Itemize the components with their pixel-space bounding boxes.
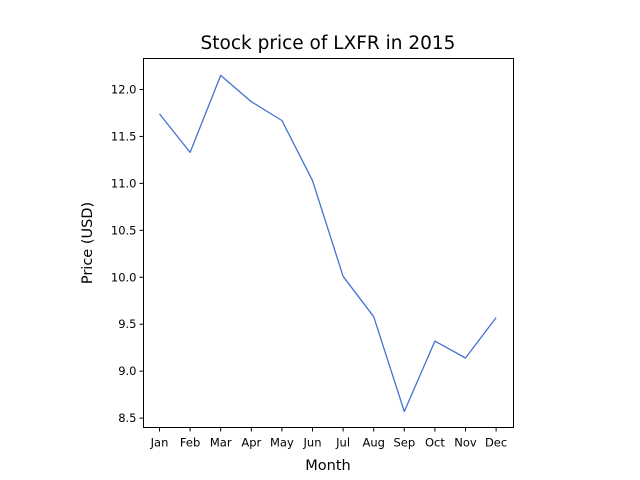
x-tick-label: Jul bbox=[335, 436, 350, 450]
y-tick-label: 10.5 bbox=[111, 223, 137, 237]
x-tick-label: Sep bbox=[393, 436, 415, 450]
y-tick-label: 8.5 bbox=[118, 411, 136, 425]
x-tick-label: Oct bbox=[425, 436, 445, 450]
x-tick-label: May bbox=[270, 436, 294, 450]
x-tick-label: Dec bbox=[485, 436, 507, 450]
x-axis-label: Month bbox=[305, 458, 350, 474]
y-tick-label: 10.0 bbox=[111, 270, 137, 284]
y-tick-label: 9.5 bbox=[118, 317, 136, 331]
y-tick-label: 12.0 bbox=[111, 82, 137, 96]
y-tick-label: 11.0 bbox=[111, 176, 137, 190]
x-tick-label: Nov bbox=[454, 436, 477, 450]
plot-frame bbox=[143, 58, 514, 428]
x-tick-label: Mar bbox=[210, 436, 232, 450]
chart-title: Stock price of LXFR in 2015 bbox=[201, 33, 456, 54]
y-axis-label: Price (USD) bbox=[80, 202, 96, 284]
x-tick-label: Feb bbox=[180, 436, 200, 450]
y-tick-label: 11.5 bbox=[111, 129, 137, 143]
plot-area: 8.5 9.0 9.5 10.0 10.5 11.0 11.5 12.0 Jan Feb Mar Ap… bbox=[111, 74, 507, 450]
x-tick-label: Apr bbox=[241, 436, 261, 450]
x-tick-label: Jun bbox=[303, 436, 322, 450]
x-tick-label: Aug bbox=[362, 436, 384, 450]
y-tick-label: 9.0 bbox=[118, 364, 136, 378]
series-line bbox=[158, 74, 497, 413]
x-tick-label: Jan bbox=[150, 436, 169, 450]
